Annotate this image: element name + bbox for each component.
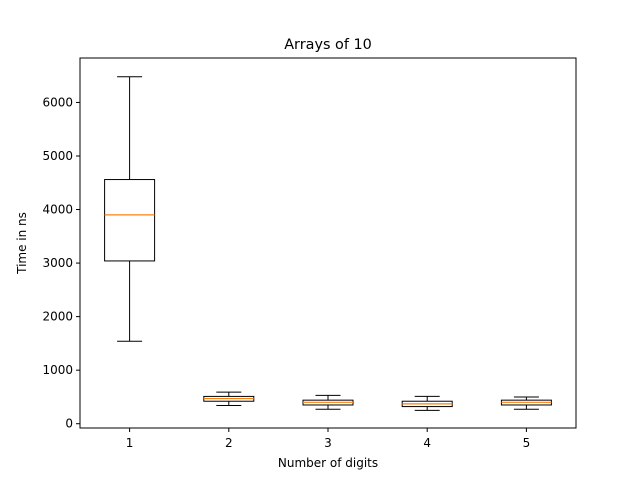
box-1 bbox=[104, 76, 156, 342]
plot-area-frame bbox=[79, 57, 577, 429]
x-tick-label: 2 bbox=[225, 436, 233, 450]
y-tick-label: 5000 bbox=[42, 149, 73, 163]
x-tick-label: 4 bbox=[423, 436, 431, 450]
x-axis-ticks: 1 2 3 4 5 bbox=[126, 428, 530, 450]
y-axis-label: Time in ns bbox=[15, 212, 29, 275]
y-tick-label: 2000 bbox=[42, 310, 73, 324]
box-5 bbox=[500, 396, 552, 410]
interquartile-box bbox=[104, 179, 156, 262]
y-tick-label: 3000 bbox=[42, 256, 73, 270]
x-axis-label: Number of digits bbox=[278, 456, 378, 470]
x-tick-label: 3 bbox=[324, 436, 332, 450]
y-tick-label: 1000 bbox=[42, 363, 73, 377]
y-tick-label: 4000 bbox=[42, 203, 73, 217]
box-3 bbox=[302, 394, 354, 410]
y-tick-label: 0 bbox=[65, 417, 73, 431]
x-tick-label: 1 bbox=[126, 436, 134, 450]
box-4 bbox=[401, 395, 453, 411]
box-plot-series bbox=[104, 76, 552, 411]
y-tick-label: 6000 bbox=[42, 95, 73, 109]
y-axis-ticks: 0 1000 2000 3000 4000 5000 6000 bbox=[42, 95, 80, 431]
chart-title: Arrays of 10 bbox=[284, 37, 372, 53]
box-2 bbox=[203, 391, 255, 407]
x-tick-label: 5 bbox=[523, 436, 531, 450]
